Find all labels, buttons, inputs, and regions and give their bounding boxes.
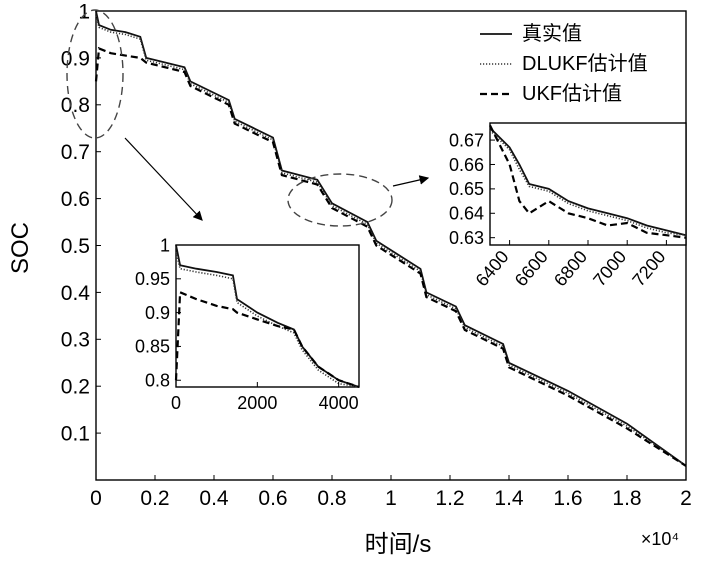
series-line-1 (95, 10, 687, 467)
series-line-3 (489, 124, 687, 239)
x-tick-label: 4000 (319, 393, 359, 413)
x-tick-label: 1.4 (494, 487, 524, 510)
x-tick-label: 0 (171, 393, 181, 413)
y-tick-label: 0.66 (449, 155, 484, 175)
y-tick-label: 0.3 (61, 329, 90, 352)
x-tick-label: 2000 (237, 393, 277, 413)
y-tick-label: 0.63 (449, 228, 484, 248)
y-tick-label: 0.67 (449, 130, 484, 150)
legend-label-2: DLUKF估计值 (522, 52, 648, 75)
y-tick-label: 0.64 (449, 204, 484, 224)
y-tick-label: 1 (160, 235, 170, 255)
x-tick-label: 1 (385, 487, 397, 510)
x-tick-label: 1.8 (612, 487, 641, 510)
x-tick-label: 0.6 (258, 487, 287, 510)
y-tick-label: 0.65 (449, 179, 484, 199)
x-tick-label: 0 (90, 487, 102, 510)
y-tick-label: 0.8 (145, 371, 170, 391)
legend-label-1: 真实值 (522, 22, 582, 45)
series-line-2 (175, 251, 360, 388)
y-tick-label: 0.9 (61, 47, 90, 70)
series-line-3 (174, 290, 360, 389)
y-tick-label: 0.8 (61, 94, 90, 117)
legend-label-3: UKF估计值 (522, 82, 622, 105)
x-tick-label: 0.8 (317, 487, 346, 510)
series-line-2 (489, 129, 687, 236)
y-tick-label: 0.95 (135, 269, 170, 289)
x-tick-label: 0.4 (199, 487, 229, 510)
zoom-arrow-early (124, 137, 203, 221)
zoom-ellipse-early (66, 9, 124, 139)
y-tick-label: 0.9 (145, 303, 170, 323)
y-tick-label: 0.85 (135, 337, 170, 357)
x-tick-label: 2 (680, 487, 692, 510)
y-tick-label: 1 (78, 0, 90, 23)
series-line-1 (489, 127, 687, 237)
zoom-arrow-mid (392, 175, 430, 187)
y-axis-label: SOC (7, 222, 34, 274)
x-tick-label: 1.2 (435, 487, 464, 510)
plot-frame (175, 244, 360, 388)
inset-early: 0 2000 4000 0.8 0.85 0.9 0.95 1 (135, 235, 360, 413)
y-tick-label: 0.7 (61, 141, 90, 164)
annotations (66, 9, 430, 227)
series-line-2 (95, 15, 687, 467)
series-line-3 (94, 46, 687, 467)
y-tick-label: 0.2 (61, 376, 90, 399)
legend: 真实值 DLUKF估计值 UKF估计值 (480, 22, 648, 105)
x-axis-label: 时间/s (365, 531, 432, 558)
y-tick-label: 0.5 (61, 235, 90, 258)
plot-frame (489, 122, 687, 246)
y-tick-label: 0.4 (61, 282, 91, 305)
x-tick-label: 1.6 (553, 487, 582, 510)
y-tick-label: 0.1 (61, 422, 90, 445)
zoom-ellipse-mid (287, 173, 393, 227)
x-tick-label: 0.2 (140, 487, 169, 510)
y-tick-label: 0.6 (61, 188, 90, 211)
x-scale-note: ×10⁴ (641, 529, 679, 549)
